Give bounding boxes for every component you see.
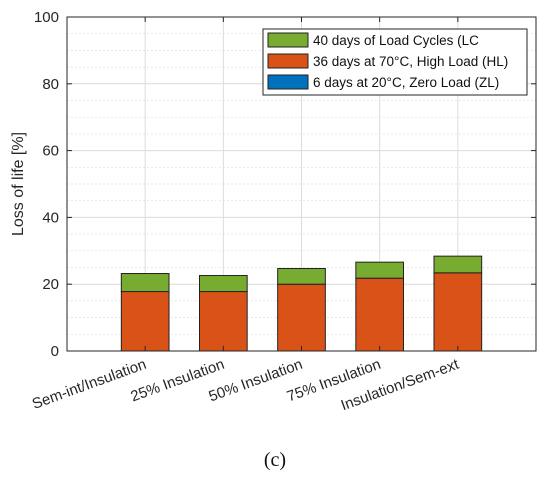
legend-swatch [267, 32, 309, 48]
legend-swatch [267, 74, 309, 90]
bar-segment [355, 277, 405, 352]
y-axis-label: Loss of life [%] [10, 132, 27, 236]
legend-label: 40 days of Load Cycles (LC [313, 33, 479, 48]
bar-segment [277, 268, 326, 285]
y-tick-label: 20 [42, 276, 59, 293]
bar-segment [120, 291, 170, 352]
legend-swatch [267, 53, 309, 69]
figure-caption: (c) [263, 449, 287, 471]
bar-segment [120, 273, 170, 293]
bar-segment [198, 291, 248, 352]
bar-segment [277, 283, 326, 352]
y-tick-label: 80 [42, 76, 59, 93]
legend-label: 36 days at 70°C, High Load (HL) [313, 54, 508, 69]
y-tick-label: 100 [34, 9, 59, 26]
x-tick-label: Sem-int/Insulation [30, 356, 149, 413]
y-tick-label: 40 [42, 209, 59, 226]
legend-label: 6 days at 20°C, Zero Load (ZL) [313, 75, 499, 90]
bar-segment [355, 261, 405, 279]
bar-segment [433, 255, 483, 274]
bar-segment [433, 272, 483, 352]
legend: 40 days of Load Cycles (LC 36 days at 70°… [262, 28, 528, 96]
y-tick-label: 60 [42, 143, 59, 160]
y-tick-label: 0 [51, 343, 59, 360]
bars [120, 255, 483, 352]
bar-segment [198, 275, 248, 293]
